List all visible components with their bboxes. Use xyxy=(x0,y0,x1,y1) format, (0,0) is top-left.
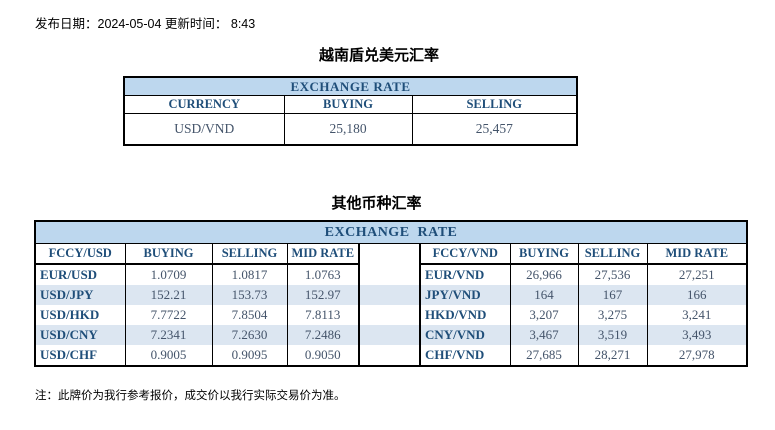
selling-rate-cell: 28,271 xyxy=(577,345,648,366)
buying-rate-cell: 25,180 xyxy=(283,113,413,146)
column-header-selling-vnd: SELLING xyxy=(577,243,648,265)
table-row: USD/VND 25,180 25,457 xyxy=(123,113,578,146)
currency-pair-cell: EUR/VND xyxy=(419,264,511,285)
selling-rate-cell: 153.73 xyxy=(211,285,288,305)
spacer-cell xyxy=(358,285,421,305)
column-header-fccy-vnd: FCCY/VND xyxy=(419,243,511,265)
buying-rate-cell: 27,685 xyxy=(509,345,579,366)
selling-rate-cell: 25,457 xyxy=(411,113,578,146)
mid-rate-cell: 1.0763 xyxy=(286,264,360,285)
table-row: USD/CNY 7.2341 7.2630 7.2486 CNY/VND 3,4… xyxy=(34,325,748,345)
buying-rate-cell: 26,966 xyxy=(509,264,579,285)
table-band-row: EXCHANGE RATE xyxy=(123,76,578,96)
currency-pair-cell: EUR/USD xyxy=(34,264,126,285)
mid-rate-cell: 152.97 xyxy=(286,285,360,305)
selling-rate-cell: 3,519 xyxy=(577,325,648,345)
selling-rate-cell: 3,275 xyxy=(577,305,648,325)
column-header-currency: CURRENCY xyxy=(123,95,285,114)
mid-rate-cell: 27,978 xyxy=(646,345,748,366)
mid-rate-cell: 3,493 xyxy=(646,325,748,345)
table-row: USD/HKD 7.7722 7.8504 7.8113 HKD/VND 3,2… xyxy=(34,305,748,325)
mid-rate-cell: 7.8113 xyxy=(286,305,360,325)
currency-pair-cell: USD/VND xyxy=(123,113,285,146)
column-header-midrate-usd: MID RATE xyxy=(286,243,360,265)
disclaimer-note: 注：此牌价为我行参考报价，成交价以我行实际交易价为准。 xyxy=(35,390,346,402)
table-row: EUR/USD 1.0709 1.0817 1.0763 EUR/VND 26,… xyxy=(34,264,748,285)
table-band-title: EXCHANGE RATE xyxy=(123,76,578,96)
table-row: USD/CHF 0.9005 0.9095 0.9050 CHF/VND 27,… xyxy=(34,345,748,366)
buying-rate-cell: 7.2341 xyxy=(124,325,213,345)
spacer-cell xyxy=(358,305,421,325)
usd-vnd-section-title: 越南盾兑美元汇率 xyxy=(318,47,439,64)
other-currencies-rate-table: EXCHANGE RATE FCCY/USD BUYING SELLING MI… xyxy=(34,220,749,367)
currency-pair-cell: USD/CNY xyxy=(34,325,126,345)
column-header-midrate-vnd: MID RATE xyxy=(646,243,748,265)
mid-rate-cell: 27,251 xyxy=(646,264,748,285)
selling-rate-cell: 7.2630 xyxy=(211,325,288,345)
buying-rate-cell: 0.9005 xyxy=(124,345,213,366)
mid-rate-cell: 3,241 xyxy=(646,305,748,325)
table-header-row: CURRENCY BUYING SELLING xyxy=(123,95,578,114)
spacer-cell xyxy=(358,345,421,366)
buying-rate-cell: 164 xyxy=(509,285,579,305)
currency-pair-cell: JPY/VND xyxy=(419,285,511,305)
spacer-cell xyxy=(358,243,421,264)
buying-rate-cell: 1.0709 xyxy=(124,264,213,285)
buying-rate-cell: 3,467 xyxy=(509,325,579,345)
selling-rate-cell: 167 xyxy=(577,285,648,305)
column-header-buying-usd: BUYING xyxy=(124,243,213,265)
spacer-cell xyxy=(358,264,421,285)
currency-pair-cell: CNY/VND xyxy=(419,325,511,345)
currency-pair-cell: USD/HKD xyxy=(34,305,126,325)
table-band-row: EXCHANGE RATE xyxy=(35,221,748,244)
column-header-buying: BUYING xyxy=(283,95,413,114)
selling-rate-cell: 1.0817 xyxy=(211,264,288,285)
buying-rate-cell: 3,207 xyxy=(509,305,579,325)
table-band-title: EXCHANGE RATE xyxy=(35,221,748,244)
mid-rate-cell: 7.2486 xyxy=(286,325,360,345)
column-header-selling-usd: SELLING xyxy=(211,243,288,265)
spacer-cell xyxy=(358,325,421,345)
publish-date-line: 发布日期：2024-05-04 更新时间： 8:43 xyxy=(35,17,256,31)
currency-pair-cell: USD/JPY xyxy=(34,285,126,305)
mid-rate-cell: 166 xyxy=(646,285,748,305)
buying-rate-cell: 7.7722 xyxy=(124,305,213,325)
selling-rate-cell: 7.8504 xyxy=(211,305,288,325)
buying-rate-cell: 152.21 xyxy=(124,285,213,305)
other-currencies-section-title: 其他币种汇率 xyxy=(331,195,422,212)
column-header-selling: SELLING xyxy=(411,95,578,114)
currency-pair-cell: USD/CHF xyxy=(34,345,126,366)
table-row: USD/JPY 152.21 153.73 152.97 JPY/VND 164… xyxy=(34,285,748,305)
selling-rate-cell: 27,536 xyxy=(577,264,648,285)
table-header-row: FCCY/USD BUYING SELLING MID RATE FCCY/VN… xyxy=(34,243,748,265)
currency-pair-cell: CHF/VND xyxy=(419,345,511,366)
column-header-buying-vnd: BUYING xyxy=(509,243,579,265)
mid-rate-cell: 0.9050 xyxy=(286,345,360,366)
currency-pair-cell: HKD/VND xyxy=(419,305,511,325)
column-header-fccy-usd: FCCY/USD xyxy=(34,243,126,265)
selling-rate-cell: 0.9095 xyxy=(211,345,288,366)
usd-vnd-rate-table: EXCHANGE RATE CURRENCY BUYING SELLING US… xyxy=(123,76,579,146)
